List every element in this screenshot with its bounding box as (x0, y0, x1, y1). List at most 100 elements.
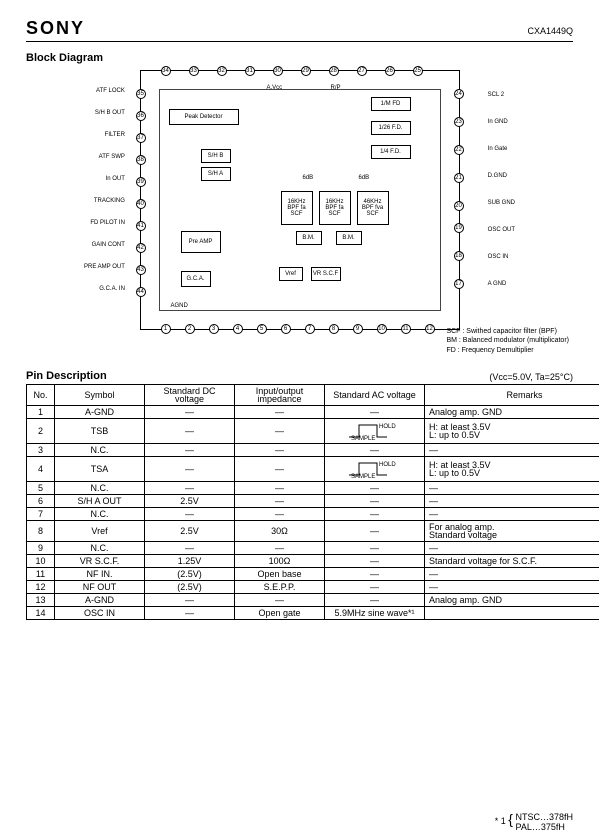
cell-no: 11 (27, 568, 55, 581)
cell-ac: — (325, 508, 425, 521)
cell-dc: (2.5V) (145, 568, 235, 581)
shb-block: S/H B (201, 149, 231, 163)
pin-43: 43 (136, 265, 146, 275)
cell-no: 2 (27, 419, 55, 444)
pin-desc-title: Pin Description (26, 370, 107, 382)
lbl-filter: FILTER (84, 124, 125, 146)
cell-remarks: — (425, 542, 599, 555)
cell-imp: 30Ω (235, 521, 325, 542)
lbl-ingnd: In GND (488, 109, 515, 136)
footnote-marker: * 1 (495, 816, 506, 826)
lbl-atfswp: ATF SWP (84, 146, 125, 168)
pin-17: 17 (454, 279, 464, 289)
cell-dc: — (145, 419, 235, 444)
m4-block: 1/4 F.D. (371, 145, 411, 159)
lbl-inout: In OUT (84, 168, 125, 190)
cell-dc: — (145, 607, 235, 620)
footnote-body: NTSC…378fH PAL…375fH (515, 812, 573, 832)
cell-imp: — (235, 482, 325, 495)
avcc-label: A.Vcc (267, 85, 283, 91)
cell-ac: HOLD SAMPLE (325, 457, 425, 482)
pin-31: 31 (245, 66, 255, 76)
peak-detector-block: Peak Detector (169, 109, 239, 125)
pin-1: 1 (161, 324, 171, 334)
pin-28: 28 (329, 66, 339, 76)
lbl-preamp: PRE AMP OUT (84, 256, 125, 278)
cell-remarks: Analog amp. GND (425, 406, 599, 419)
table-row: 12NF OUT(2.5V)S.E.P.P.—— (27, 581, 599, 594)
table-row: 4TSA——HOLDSAMPLEH: at least 3.5VL: up to… (27, 457, 599, 482)
lbl-oscout: OSC OUT (488, 217, 515, 244)
right-pin-labels: SCL 2 In GND In Gate D.GND SUB GND OSC O… (488, 82, 515, 298)
cell-dc: — (145, 508, 235, 521)
block-diagram: 34 33 32 31 30 29 28 27 26 25 35 36 37 3… (26, 70, 573, 360)
cell-ac: 5.9MHz sine wave*¹ (325, 607, 425, 620)
table-row: 8Vref2.5V30Ω—For analog amp.Standard vol… (27, 521, 599, 542)
table-row: 10VR S.C.F.1.25V100Ω—Standard voltage fo… (27, 555, 599, 568)
lbl-tracking: TRACKING (84, 190, 125, 212)
col-dc: Standard DC voltage (145, 385, 235, 406)
cell-no: 3 (27, 444, 55, 457)
pin-22: 22 (454, 145, 464, 155)
cell-symbol: TSB (55, 419, 145, 444)
bm1-block: B.M. (296, 231, 322, 245)
cell-remarks: — (425, 444, 599, 457)
cell-imp: Open base (235, 568, 325, 581)
legend-scf: SCF : Swithed capacitor filter (BPF) (446, 327, 569, 337)
cell-imp: — (235, 594, 325, 607)
svg-text:HOLD: HOLD (379, 424, 396, 430)
cell-symbol: NF OUT (55, 581, 145, 594)
cell-no: 13 (27, 594, 55, 607)
cell-dc: — (145, 482, 235, 495)
cell-ac: — (325, 482, 425, 495)
pin-34: 34 (161, 66, 171, 76)
cell-dc: 1.25V (145, 555, 235, 568)
test-conditions: (Vcc=5.0V, Ta=25°C) (489, 372, 573, 382)
block-diagram-title: Block Diagram (26, 52, 573, 64)
lbl-shbout: S/H B OUT (84, 102, 125, 124)
cell-ac: — (325, 542, 425, 555)
table-header-row: No. Symbol Standard DC voltage Input/out… (27, 385, 599, 406)
pin-38: 38 (136, 155, 146, 165)
table-row: 7N.C.———— (27, 508, 599, 521)
cell-dc: — (145, 406, 235, 419)
cell-remarks: — (425, 581, 599, 594)
part-number: CXA1449Q (527, 26, 573, 36)
m26-block: 1/26 F.D. (371, 121, 411, 135)
pin-20: 20 (454, 201, 464, 211)
bpf1-block: 16KHz BPF fa SCF (281, 191, 313, 225)
pin-32: 32 (217, 66, 227, 76)
lbl-fdpilot: FD PILOT IN (84, 212, 125, 234)
pin-10: 10 (377, 324, 387, 334)
cell-remarks: H: at least 3.5VL: up to 0.5V (425, 457, 599, 482)
cell-dc: — (145, 457, 235, 482)
pin-7: 7 (305, 324, 315, 334)
cell-remarks: — (425, 482, 599, 495)
col-symbol: Symbol (55, 385, 145, 406)
pin-39: 39 (136, 177, 146, 187)
pin-5: 5 (257, 324, 267, 334)
svg-text:SAMPLE: SAMPLE (351, 436, 375, 441)
pin-2: 2 (185, 324, 195, 334)
pin-9: 9 (353, 324, 363, 334)
cell-ac: — (325, 495, 425, 508)
cell-remarks (425, 607, 599, 620)
mfd-block: 1/M FD (371, 97, 411, 111)
table-row: 13A-GND———Analog amp. GND (27, 594, 599, 607)
cell-symbol: A-GND (55, 406, 145, 419)
cell-symbol: N.C. (55, 542, 145, 555)
table-row: 11NF IN.(2.5V)Open base—— (27, 568, 599, 581)
cell-remarks: — (425, 508, 599, 521)
lbl-dgnd: D.GND (488, 163, 515, 190)
cell-imp: Open gate (235, 607, 325, 620)
cell-symbol: N.C. (55, 444, 145, 457)
svg-text:SAMPLE: SAMPLE (351, 474, 375, 479)
cell-remarks: Analog amp. GND (425, 594, 599, 607)
table-row: 1A-GND———Analog amp. GND (27, 406, 599, 419)
lbl-subgnd: SUB GND (488, 190, 515, 217)
six-label1: 6dB (303, 175, 314, 181)
pin-description-table: No. Symbol Standard DC voltage Input/out… (26, 384, 599, 620)
svg-text:HOLD: HOLD (379, 462, 396, 468)
preamp-block: Pre AMP (181, 231, 221, 253)
pin-42: 42 (136, 243, 146, 253)
